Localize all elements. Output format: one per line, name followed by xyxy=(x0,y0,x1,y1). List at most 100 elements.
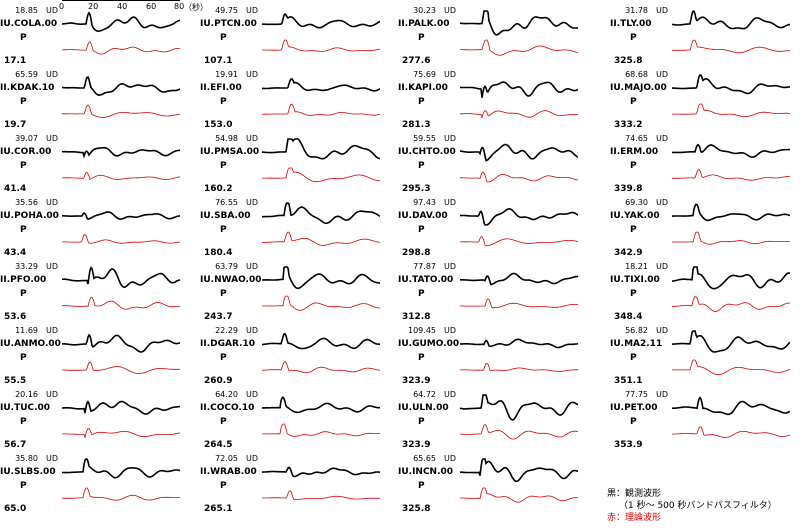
component-label: UD xyxy=(246,326,259,335)
station-panel: 68.68 UD IU.MAJO.00 P 333.2 xyxy=(610,70,805,134)
station-code: II.COCO.10 xyxy=(200,403,255,413)
max-amplitude: 72.05 xyxy=(215,454,238,463)
max-amplitude: 35.80 xyxy=(15,454,38,463)
legend-observed: 黒：観測波形 xyxy=(607,489,662,499)
max-amplitude: 18.21 xyxy=(625,262,648,271)
epicentral-distance: 298.8 xyxy=(402,248,431,258)
component-label: UD xyxy=(444,390,457,399)
station-panel: 33.29 UD II.PFO.00 P 53.6 xyxy=(0,262,195,326)
station-code: II.DGAR.10 xyxy=(200,339,255,349)
epicentral-distance: 65.0 xyxy=(4,504,27,514)
station-code: IU.COLA.00 xyxy=(0,19,58,29)
station-panel: 49.75 UD IU.PTCN.00 P 107.1 xyxy=(200,6,395,70)
max-amplitude: 22.29 xyxy=(215,326,238,335)
station-code: II.PFO.00 xyxy=(0,275,47,285)
component-label: UD xyxy=(46,390,59,399)
max-amplitude: 77.87 xyxy=(413,262,436,271)
synthetic-waveform xyxy=(672,103,790,117)
component-label: UD xyxy=(46,6,59,15)
max-amplitude: 33.29 xyxy=(15,262,38,271)
epicentral-distance: 19.7 xyxy=(4,120,27,130)
synthetic-waveform xyxy=(62,172,180,180)
station-panel: 19.91 UD II.EFI.00 P 153.0 xyxy=(200,70,395,134)
phase-label: P xyxy=(20,161,27,171)
synthetic-waveform xyxy=(672,39,790,54)
epicentral-distance: 243.7 xyxy=(204,312,233,322)
epicentral-distance: 53.6 xyxy=(4,312,27,322)
component-label: UD xyxy=(656,390,669,399)
phase-label: P xyxy=(220,97,227,107)
max-amplitude: 20.16 xyxy=(15,390,38,399)
station-code: IU.ULN.00 xyxy=(398,403,449,413)
waveform-plot xyxy=(262,266,380,311)
synthetic-waveform xyxy=(460,423,578,440)
phase-label: P xyxy=(20,289,27,299)
station-panel: 31.78 UD II.TLY.00 P 325.8 xyxy=(610,6,805,70)
observed-waveform xyxy=(460,458,578,483)
synthetic-waveform xyxy=(262,103,380,116)
synthetic-waveform xyxy=(62,41,180,55)
observed-waveform xyxy=(460,394,578,421)
component-label: UD xyxy=(246,6,259,15)
synthetic-waveform xyxy=(62,487,180,501)
synthetic-waveform xyxy=(62,296,180,310)
observed-waveform xyxy=(262,138,380,160)
max-amplitude: 75.69 xyxy=(413,70,436,79)
waveform-plot xyxy=(262,202,380,246)
epicentral-distance: 312.8 xyxy=(402,312,431,322)
max-amplitude: 68.68 xyxy=(625,70,648,79)
phase-label: P xyxy=(220,481,227,491)
synthetic-waveform xyxy=(460,110,578,119)
epicentral-distance: 17.1 xyxy=(4,56,27,66)
synthetic-waveform xyxy=(262,167,380,183)
station-panel: 65.65 UD IU.INCN.00 P 325.8 xyxy=(398,454,593,518)
synthetic-waveform xyxy=(460,487,578,503)
observed-waveform xyxy=(672,143,790,158)
station-panel: 69.30 UD IU.YAK.00 P 342.9 xyxy=(610,198,805,262)
phase-label: P xyxy=(630,97,637,107)
component-label: UD xyxy=(46,454,59,463)
station-code: IU.PTCN.00 xyxy=(200,19,257,29)
component-label: UD xyxy=(246,262,259,271)
waveform-plot xyxy=(62,266,180,310)
phase-label: P xyxy=(220,33,227,43)
max-amplitude: 109.45 xyxy=(408,326,436,335)
station-code: IU.COR.00 xyxy=(0,147,52,157)
station-code: II.WRAB.00 xyxy=(200,467,257,477)
observed-waveform xyxy=(262,266,380,290)
synthetic-waveform xyxy=(460,236,578,247)
waveform-plot xyxy=(460,81,578,119)
observed-waveform xyxy=(460,272,578,286)
observed-waveform xyxy=(460,81,578,98)
epicentral-distance: 43.4 xyxy=(4,248,27,258)
max-amplitude: 64.20 xyxy=(215,390,238,399)
component-label: UD xyxy=(656,262,669,271)
observed-waveform xyxy=(62,146,180,159)
waveform-plot xyxy=(672,203,790,245)
waveform-plot xyxy=(460,338,578,372)
station-code: IU.SBA.00 xyxy=(200,211,251,221)
epicentral-distance: 353.9 xyxy=(614,440,643,450)
phase-label: P xyxy=(630,161,637,171)
epicentral-distance: 41.4 xyxy=(4,184,27,194)
epicentral-distance: 264.5 xyxy=(204,440,233,450)
phase-label: P xyxy=(20,481,27,491)
station-code: IU.TATO.00 xyxy=(398,275,454,285)
waveform-plot xyxy=(62,76,180,118)
synthetic-waveform xyxy=(672,296,790,312)
scale-tick-20: 20 xyxy=(88,2,99,11)
waveform-plot xyxy=(460,143,578,183)
epicentral-distance: 351.1 xyxy=(614,376,643,386)
station-panel: 64.72 UD IU.ULN.00 P 323.9 xyxy=(398,390,593,454)
max-amplitude: 69.30 xyxy=(625,198,648,207)
station-code: IU.TIXI.00 xyxy=(610,275,660,285)
waveform-plot xyxy=(62,400,180,439)
max-amplitude: 54.98 xyxy=(215,134,238,143)
synthetic-waveform xyxy=(262,361,380,374)
max-amplitude: 18.85 xyxy=(15,6,38,15)
phase-label: P xyxy=(20,225,27,235)
legend-observed-filter: （1 秒～ 500 秒バンドパスフィルタ） xyxy=(619,501,777,511)
observed-waveform xyxy=(262,78,380,92)
max-amplitude: 56.82 xyxy=(625,326,648,335)
epicentral-distance: 265.1 xyxy=(204,504,233,514)
